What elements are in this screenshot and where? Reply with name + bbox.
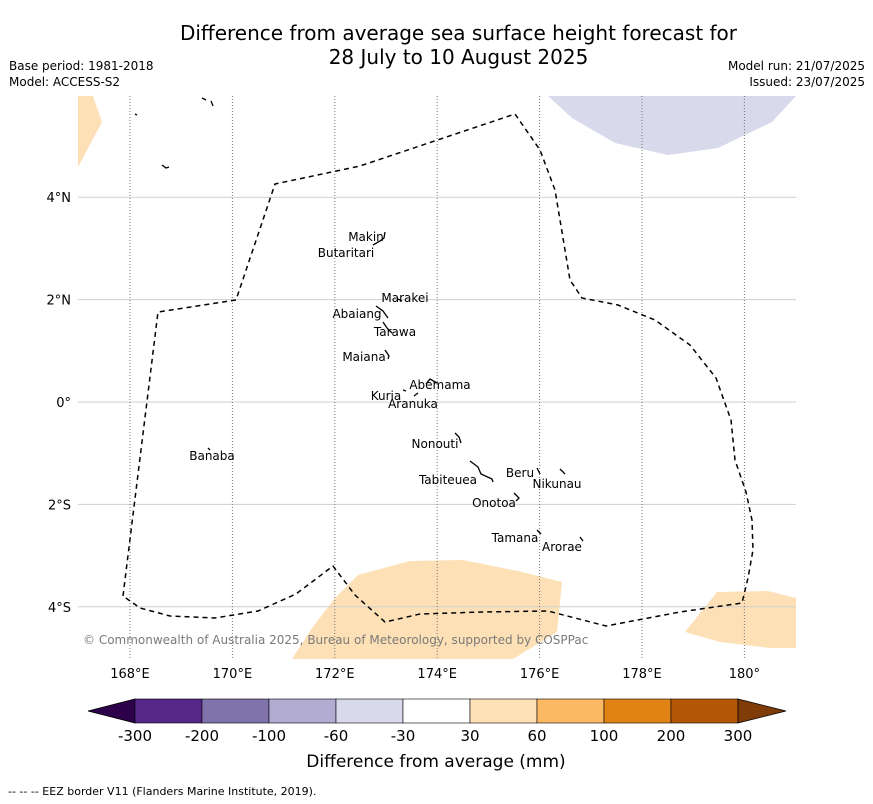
island-label: Aranuka [388,397,438,411]
lat-tick-label: 2°S [48,498,71,513]
colorbar-tick-label: -60 [324,727,349,745]
lat-tick-label: 2°N [47,294,72,309]
eez-border [122,113,754,627]
colorbar-bin [402,698,471,724]
lon-tick-label: 170°E [213,667,253,682]
colorbar-label: Difference from average (mm) [306,752,565,772]
eez-source-note: -- -- -- EEZ border V11 (Flanders Marine… [8,785,317,798]
colorbar-tick-label: -200 [185,727,219,745]
island-label: Nonouti [412,437,459,451]
model-name: Model: ACCESS-S2 [9,75,121,89]
lon-tick-label: 180° [729,667,760,682]
island-label: Kuria [371,389,402,403]
model-run: Model run: 21/07/2025 [727,59,865,73]
lat-tick-label: 0° [56,396,71,411]
gridlines [78,96,796,659]
anomaly-patch-positive-northwest [78,96,102,167]
lon-tick-label: 172°E [315,667,355,682]
colorbar-bin [268,698,337,724]
colorbar-tick-label: -300 [118,727,152,745]
island-label: Abemama [409,378,470,392]
lon-tick-label: 178°E [622,667,662,682]
latitude-labels: 4°N 2°N 0° 2°S 4°S [47,191,72,616]
lon-tick-label: 174°E [417,667,457,682]
island-label: Makin [348,230,384,244]
colorbar-bin [670,698,739,724]
island-label: Arorae [542,540,582,554]
title-line-2: 28 July to 10 August 2025 [328,45,589,69]
colorbar-tick-label: 30 [460,727,479,745]
island-label: Tabiteuea [418,473,477,487]
colorbar-bin [603,698,672,724]
issued-date: Issued: 23/07/2025 [749,75,865,89]
lat-tick-label: 4°S [48,601,71,616]
island-label: Nikunau [532,477,581,491]
lat-tick-label: 4°N [47,191,72,206]
meta-left: Base period: 1981-2018 Model: ACCESS-S2 [9,58,154,90]
colorbar-bin [201,698,270,724]
island-label: Banaba [189,449,235,463]
colorbar-tick-label: 60 [527,727,546,745]
island-label: Marakei [381,291,428,305]
atoll-outlines [134,97,584,542]
colorbar-bin [536,698,605,724]
map-title: Difference from average sea surface heig… [0,21,873,69]
colorbar-tick-label: -30 [391,727,416,745]
colorbar: -300 -200 -100 -60 -30 30 60 100 200 300 [87,698,787,745]
colorbar-extend-high [737,698,787,724]
lon-tick-label: 168°E [110,667,150,682]
colorbar-tick-label: 200 [657,727,686,745]
colorbar-bin [134,698,203,724]
island-label: Tarawa [373,325,416,339]
base-period: Base period: 1981-2018 [9,59,154,73]
colorbar-bin [469,698,538,724]
longitude-labels: 168°E 170°E 172°E 174°E 176°E 178°E 180° [110,667,760,682]
anomaly-patch-positive-southeast [685,591,796,648]
lon-tick-label: 176°E [520,667,560,682]
anomaly-patch-positive-south [292,560,562,659]
island-label: Maiana [342,350,385,364]
colorbar-extend-low [87,698,136,724]
title-line-1: Difference from average sea surface heig… [179,21,738,45]
island-label: Beru [506,466,534,480]
copyright-notice: © Commonwealth of Australia 2025, Bureau… [83,633,588,647]
colorbar-tick-label: 100 [590,727,619,745]
colorbar-tick-label: -100 [252,727,286,745]
island-label: Abaiang [332,307,381,321]
island-label: Tamana [491,531,539,545]
meta-right: Model run: 21/07/2025 Issued: 23/07/2025 [728,58,865,90]
island-label: Onotoa [472,496,516,510]
colorbar-tick-label: 300 [724,727,753,745]
colorbar-bin [335,698,404,724]
island-label: Butaritari [318,246,375,260]
anomaly-patch-negative-north [548,96,796,155]
